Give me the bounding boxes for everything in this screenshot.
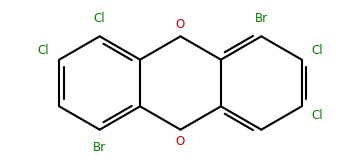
Text: Cl: Cl xyxy=(312,44,323,57)
Text: Cl: Cl xyxy=(38,44,49,57)
Text: O: O xyxy=(176,18,185,31)
Text: Cl: Cl xyxy=(94,12,105,25)
Text: Br: Br xyxy=(93,141,106,154)
Text: O: O xyxy=(176,135,185,148)
Text: Cl: Cl xyxy=(312,109,323,122)
Text: Br: Br xyxy=(255,12,268,25)
